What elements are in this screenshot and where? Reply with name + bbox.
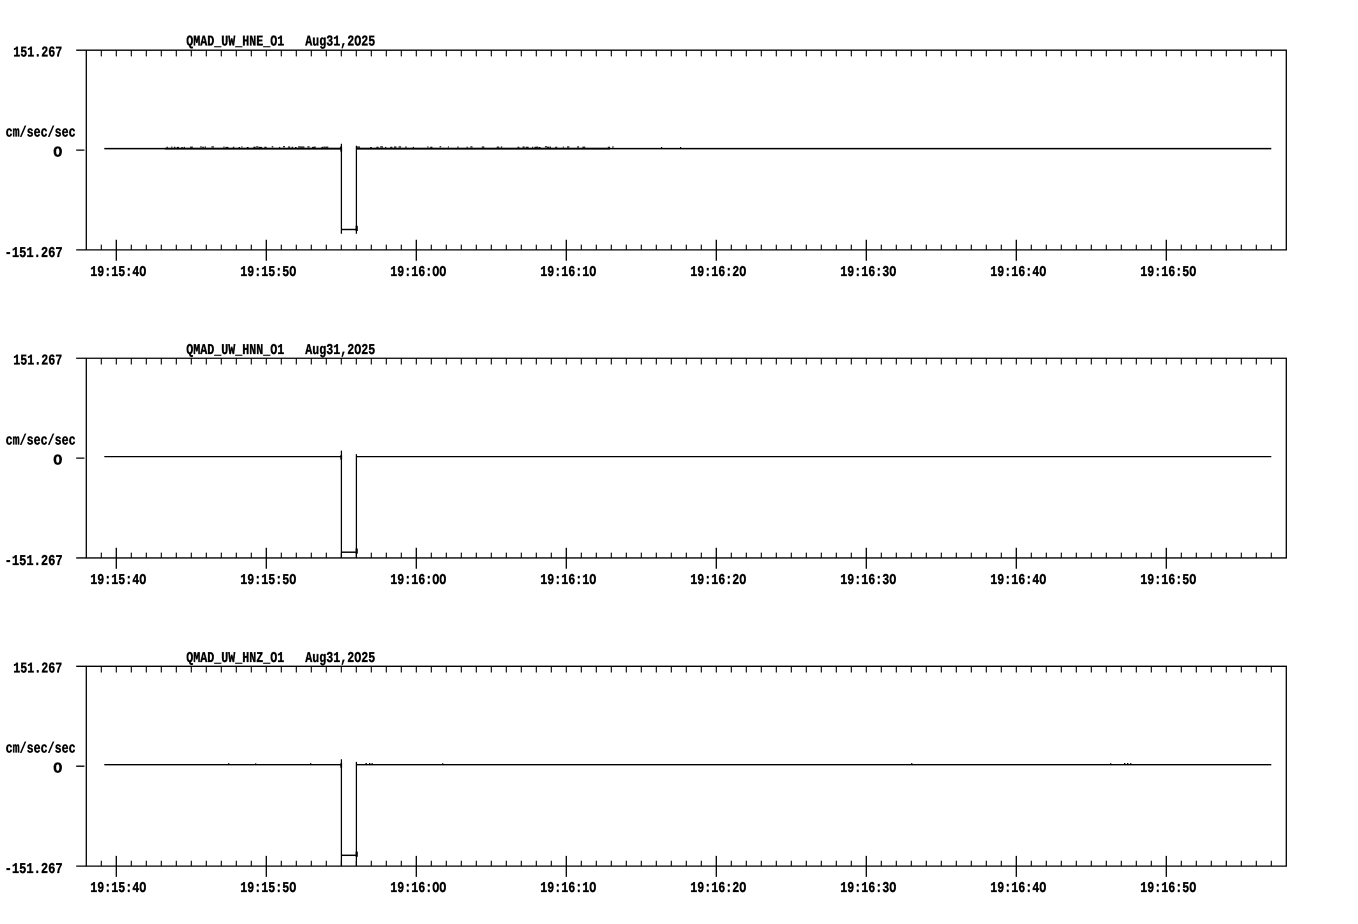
svg-text:19:16:OO: 19:16:OO (390, 880, 446, 897)
svg-text:O: O (53, 761, 62, 778)
svg-text:O: O (53, 145, 62, 162)
svg-text:19:16:4O: 19:16:4O (990, 572, 1046, 589)
svg-text:-151.267: -151.267 (5, 553, 63, 570)
svg-text:cm/sec/sec: cm/sec/sec (6, 433, 76, 450)
svg-text:O: O (53, 453, 62, 470)
svg-text:19:16:2O: 19:16:2O (690, 880, 746, 897)
svg-text:-151.267: -151.267 (5, 245, 63, 262)
svg-text:19:15:5O: 19:15:5O (240, 880, 296, 897)
svg-text:19:16:4O: 19:16:4O (990, 264, 1046, 281)
svg-text:19:15:5O: 19:15:5O (240, 572, 296, 589)
svg-text:19:16:2O: 19:16:2O (690, 572, 746, 589)
svg-text:QMAD_UW_HNN_O1 Aug31,2O25: QMAD_UW_HNN_O1 Aug31,2O25 (186, 342, 375, 359)
svg-text:19:16:1O: 19:16:1O (540, 264, 596, 281)
svg-text:19:16:5O: 19:16:5O (1140, 264, 1196, 281)
svg-text:19:15:4O: 19:15:4O (90, 264, 146, 281)
svg-text:19:16:3O: 19:16:3O (840, 572, 896, 589)
svg-text:19:16:2O: 19:16:2O (690, 264, 746, 281)
svg-text:19:16:5O: 19:16:5O (1140, 572, 1196, 589)
svg-text:-151.267: -151.267 (5, 861, 63, 878)
svg-text:cm/sec/sec: cm/sec/sec (6, 741, 76, 758)
svg-text:151.267: 151.267 (13, 661, 62, 678)
svg-text:19:16:OO: 19:16:OO (390, 264, 446, 281)
svg-text:19:16:3O: 19:16:3O (840, 880, 896, 897)
svg-text:19:15:5O: 19:15:5O (240, 264, 296, 281)
svg-text:19:16:4O: 19:16:4O (990, 880, 1046, 897)
svg-text:151.267: 151.267 (13, 353, 62, 370)
svg-text:151.267: 151.267 (13, 45, 62, 62)
svg-text:19:16:3O: 19:16:3O (840, 264, 896, 281)
svg-text:19:15:4O: 19:15:4O (90, 880, 146, 897)
svg-text:QMAD_UW_HNZ_O1 Aug31,2O25: QMAD_UW_HNZ_O1 Aug31,2O25 (186, 650, 375, 667)
svg-text:QMAD_UW_HNE_O1 Aug31,2O25: QMAD_UW_HNE_O1 Aug31,2O25 (186, 34, 375, 51)
svg-text:19:16:OO: 19:16:OO (390, 572, 446, 589)
svg-text:19:15:4O: 19:15:4O (90, 572, 146, 589)
svg-text:cm/sec/sec: cm/sec/sec (6, 125, 76, 142)
svg-text:19:16:1O: 19:16:1O (540, 572, 596, 589)
svg-text:19:16:1O: 19:16:1O (540, 880, 596, 897)
svg-text:19:16:5O: 19:16:5O (1140, 880, 1196, 897)
